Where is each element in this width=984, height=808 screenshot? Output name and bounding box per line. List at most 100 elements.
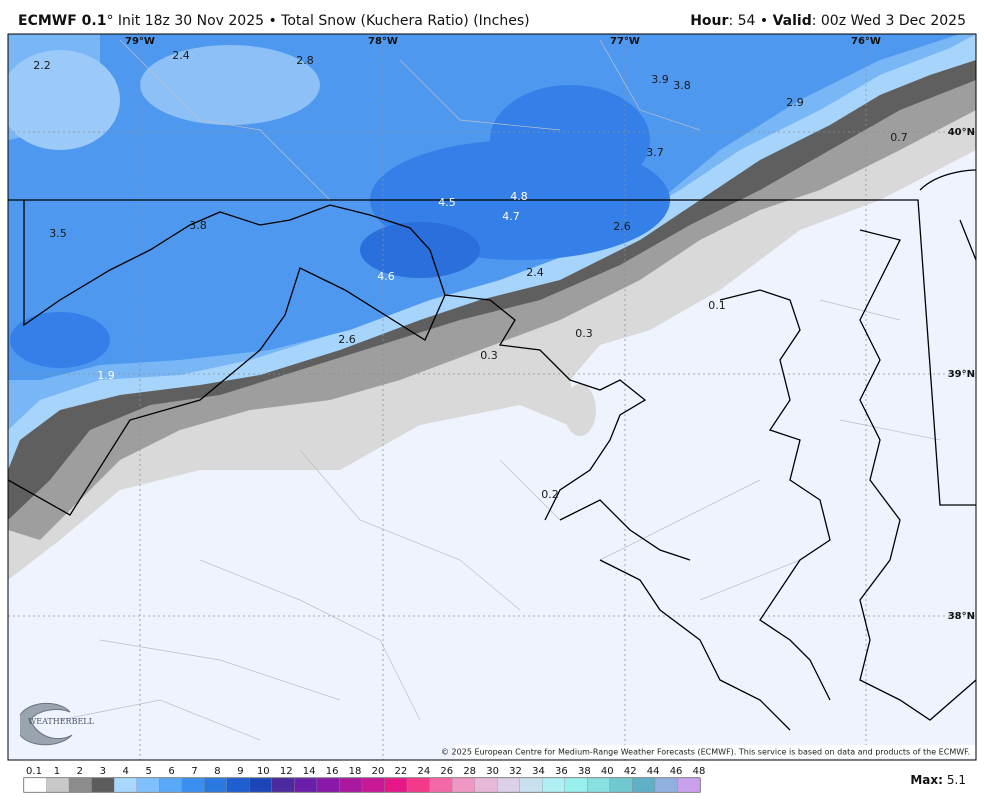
max-label: Max: (910, 773, 943, 787)
colorbar-swatch (654, 777, 678, 793)
state-border (8, 199, 976, 506)
colorbar-label: 32 (509, 766, 522, 777)
snow-amount-label: 2.2 (33, 59, 51, 72)
colorbar-label: 40 (601, 766, 614, 777)
colorbar-swatch (136, 777, 160, 793)
lat-label: 39°N (948, 369, 975, 380)
copyright-backdrop (455, 745, 976, 758)
snow-amount-label: 2.6 (338, 333, 356, 346)
colorbar-swatch (361, 777, 385, 793)
snow-amount-label: 2.6 (613, 220, 631, 233)
snow-amount-label: 1.9 (97, 369, 115, 382)
colorbar-label: 22 (395, 766, 408, 777)
map-frame (7, 33, 977, 761)
colorbar-swatch (542, 777, 565, 793)
colorbar-label: 9 (237, 766, 243, 777)
shade-deepest-blue (360, 222, 480, 278)
shade-pale-blue (140, 45, 320, 125)
colorbar-swatch (497, 777, 520, 793)
lon-label: 78°W (368, 36, 398, 47)
colorbar-swatch (113, 777, 137, 793)
colorbar-label: 48 (693, 766, 706, 777)
snow-amount-label: 3.8 (189, 219, 207, 232)
colorbar-swatch (23, 777, 47, 793)
snow-amount-label: 4.7 (502, 210, 520, 223)
colorbar-swatch (474, 777, 498, 793)
colorbar-label: 28 (463, 766, 476, 777)
header-part: Hour (690, 13, 728, 29)
header-left: ECMWF 0.1° Init 18z 30 Nov 2025 • Total … (18, 13, 530, 29)
colorbar-label: 12 (280, 766, 293, 777)
colorbar-swatch (181, 777, 205, 793)
colorbar-label: 6 (168, 766, 174, 777)
snow-amount-label: 0.1 (708, 299, 726, 312)
colorbar-swatch (316, 777, 340, 793)
lon-label: 76°W (851, 36, 881, 47)
max-value: Max: 5.1 (910, 773, 966, 787)
snow-amount-label: 0.3 (480, 349, 498, 362)
colorbar-swatch (519, 777, 543, 793)
logo-text: WEATHERBELL (28, 717, 95, 726)
snow-amount-label: 2.4 (172, 49, 190, 62)
colorbar-swatch (632, 777, 656, 793)
snow-amount-label: 4.6 (377, 270, 395, 283)
lon-label: 77°W (610, 36, 640, 47)
colorbar-label: 42 (624, 766, 637, 777)
colorbar-label: 16 (326, 766, 339, 777)
header: ECMWF 0.1° Init 18z 30 Nov 2025 • Total … (18, 13, 966, 29)
shade-pale-blue (8, 50, 120, 150)
colorbar-label: 10 (257, 766, 270, 777)
colorbar-label: 5 (145, 766, 151, 777)
colorbar-swatch (406, 777, 430, 793)
snow-amount-label: 0.3 (575, 327, 593, 340)
coastline (559, 169, 976, 731)
shade-deep-blue (490, 85, 650, 195)
colorbar-swatch (339, 777, 363, 793)
colorbar-swatch (46, 777, 70, 793)
header-part: ° Init 18z 30 Nov 2025 • Total Snow (Kuc… (106, 13, 529, 29)
colorbar-label: 0.1 (26, 766, 42, 777)
snow-amount-label: 3.8 (673, 79, 691, 92)
snow-amount-label: 0.2 (541, 488, 559, 501)
colorbar-label: 24 (417, 766, 430, 777)
colorbar-label: 46 (670, 766, 683, 777)
header-part: : 00z Wed 3 Dec 2025 (812, 13, 966, 29)
colorbar-label: 7 (191, 766, 197, 777)
colorbar-label: 20 (372, 766, 385, 777)
colorbar-swatch (677, 777, 701, 793)
lat-label: 40°N (948, 127, 975, 138)
colorbar-swatch (91, 777, 115, 793)
colorbar-swatch (564, 777, 588, 793)
colorbar-swatch (271, 777, 295, 793)
snow-amount-label: 4.8 (510, 190, 528, 203)
header-part: Valid (773, 13, 812, 29)
copyright: © 2025 European Centre for Medium-Range … (441, 748, 970, 757)
colorbar-swatch (249, 777, 273, 793)
snow-amount-label: 0.7 (890, 131, 908, 144)
colorbar-label: 34 (532, 766, 545, 777)
colorbar-label: 3 (100, 766, 106, 777)
colorbar-label: 8 (214, 766, 220, 777)
snow-amount-label: 4.5 (438, 196, 456, 209)
max-number: 5.1 (947, 773, 966, 787)
colorbar-swatch (384, 777, 408, 793)
snow-amount-label: 2.9 (786, 96, 804, 109)
lat-label: 38°N (948, 611, 975, 622)
colorbar-swatch (609, 777, 633, 793)
colorbar-label: 18 (349, 766, 362, 777)
header-part: : 54 • (728, 13, 772, 29)
colorbar-swatch (204, 777, 227, 793)
colorbar-swatch (294, 777, 318, 793)
snow-amount-label: 3.7 (646, 146, 664, 159)
colorbar-label: 26 (440, 766, 453, 777)
colorbar-label: 2 (77, 766, 83, 777)
logo-swirl (19, 702, 73, 746)
colorbar-label: 30 (486, 766, 499, 777)
colorbar-label: 36 (555, 766, 568, 777)
header-right: Hour: 54 • Valid: 00z Wed 3 Dec 2025 (690, 13, 966, 29)
snow-amount-label: 2.4 (526, 266, 544, 279)
colorbar-swatch (587, 777, 611, 793)
colorbar-swatch (451, 777, 475, 793)
